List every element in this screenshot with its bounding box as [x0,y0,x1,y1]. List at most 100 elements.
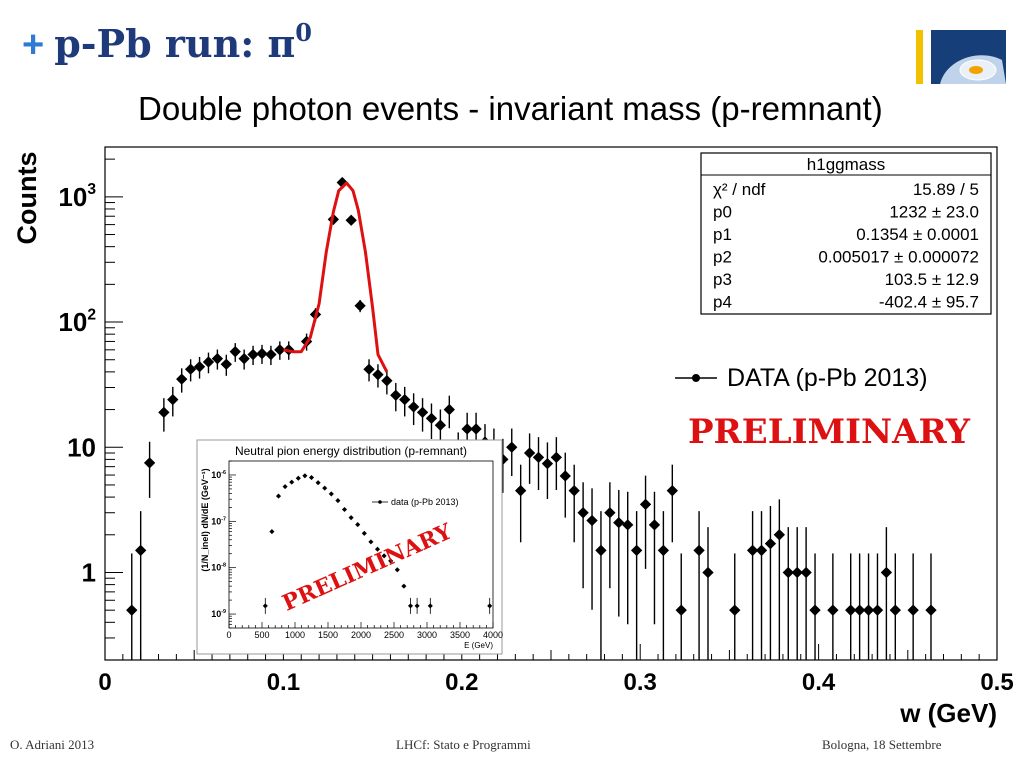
data-point [782,527,794,660]
inset-data-point [328,491,334,497]
inset-data-marker [381,553,387,559]
data-point-marker [247,348,259,361]
data-point-marker [862,604,875,616]
data-point-marker [229,346,241,358]
stats-row-name: p2 [713,248,732,267]
inset-data-point [322,485,328,491]
data-point-marker [889,604,901,616]
data-point [515,464,527,543]
inset-data-marker [282,484,288,490]
data-point [595,511,607,660]
data-point [238,349,250,370]
data-point [202,352,215,374]
data-point-marker [586,514,598,527]
data-point [604,482,616,589]
data-point-marker [764,537,777,550]
data-point [845,553,857,660]
data-point-marker [274,344,286,356]
data-point-marker [515,485,527,497]
data-point [211,349,224,370]
y-tick-label: 103 [58,181,96,212]
data-point-marker [595,544,607,557]
data-point [773,499,786,660]
data-point-marker [407,401,420,413]
data-point-marker [702,566,714,579]
y-tick-label: 10 [67,432,96,462]
inset-data-point [414,597,420,614]
stats-row-value: 15.89 / 5 [913,180,979,199]
stats-row-name: p4 [713,293,732,312]
data-point [425,403,438,440]
data-point-marker [532,451,545,464]
data-point-marker [425,412,438,425]
data-point-marker [211,353,224,365]
data-point [657,511,670,660]
data-point [702,527,714,660]
data-point-marker [648,519,661,531]
data-point-marker [559,470,571,482]
data-point-marker [523,447,536,459]
y-tick-label: 1 [82,557,96,587]
inset-legend: data (p-Pb 2013) [372,497,459,507]
data-point-marker [622,519,634,531]
data-point-marker [363,363,375,375]
lhcf-logo-icon [916,30,1006,84]
data-point [443,395,455,429]
inset-y-tick-label: 10-9 [211,609,226,619]
data-point-marker [613,516,625,529]
inset-data-marker [341,506,348,513]
stats-row-name: χ² / ndf [713,180,766,199]
data-point-marker [184,363,197,375]
stats-row-value: 103.5 ± 12.9 [885,270,979,289]
data-point-marker [381,375,393,387]
data-point-marker [126,604,138,616]
data-point-marker [782,566,794,579]
data-point [363,359,375,382]
data-point [354,299,366,313]
data-point-marker [773,529,786,541]
data-point [809,553,821,660]
data-point [176,368,188,393]
inset-data-marker [289,479,295,485]
inset-x-tick-label: 1000 [285,630,305,640]
stats-row-name: p0 [713,203,732,222]
data-point-marker [729,604,741,616]
inset-data-point [275,493,282,499]
inset-data-point [302,473,308,479]
data-point-marker [577,507,589,519]
slide-title-text: p-Pb run: [54,21,268,66]
data-point [800,527,812,660]
inset-data-point [282,484,288,490]
inset-data-point [341,506,348,513]
data-point [622,491,634,625]
inset-legend-marker [378,500,382,504]
data-point-marker [265,348,277,361]
inset-data-marker [308,474,315,481]
data-point [568,464,580,543]
data-point-marker [399,393,411,406]
inset-data-marker [355,522,361,528]
data-point [889,553,901,660]
data-point-marker [238,353,250,365]
slide-title: + p-Pb run: π0 [22,18,312,67]
legend-marker [692,374,700,382]
data-point [586,488,598,610]
data-point [506,428,518,477]
data-point-marker [390,389,402,401]
data-point-marker [800,566,812,579]
data-point-marker [416,406,429,419]
inset-title: Neutral pion energy distribution (p-remn… [235,444,467,458]
data-point [256,344,268,364]
data-point [372,364,384,388]
inset-data-marker [335,498,341,504]
inset-data-marker [302,473,308,479]
inset-x-tick-label: 0 [226,630,231,640]
x-tick-label: 0.3 [624,669,657,696]
bullet-plus-icon: + [22,24,45,66]
data-point-marker [657,544,670,557]
data-point-marker [193,361,206,373]
legend: DATA (p-Pb 2013) [675,364,928,392]
data-point-marker [202,356,215,368]
footer-center: LHCf: Stato e Programmi [396,737,531,752]
data-point [247,345,259,366]
